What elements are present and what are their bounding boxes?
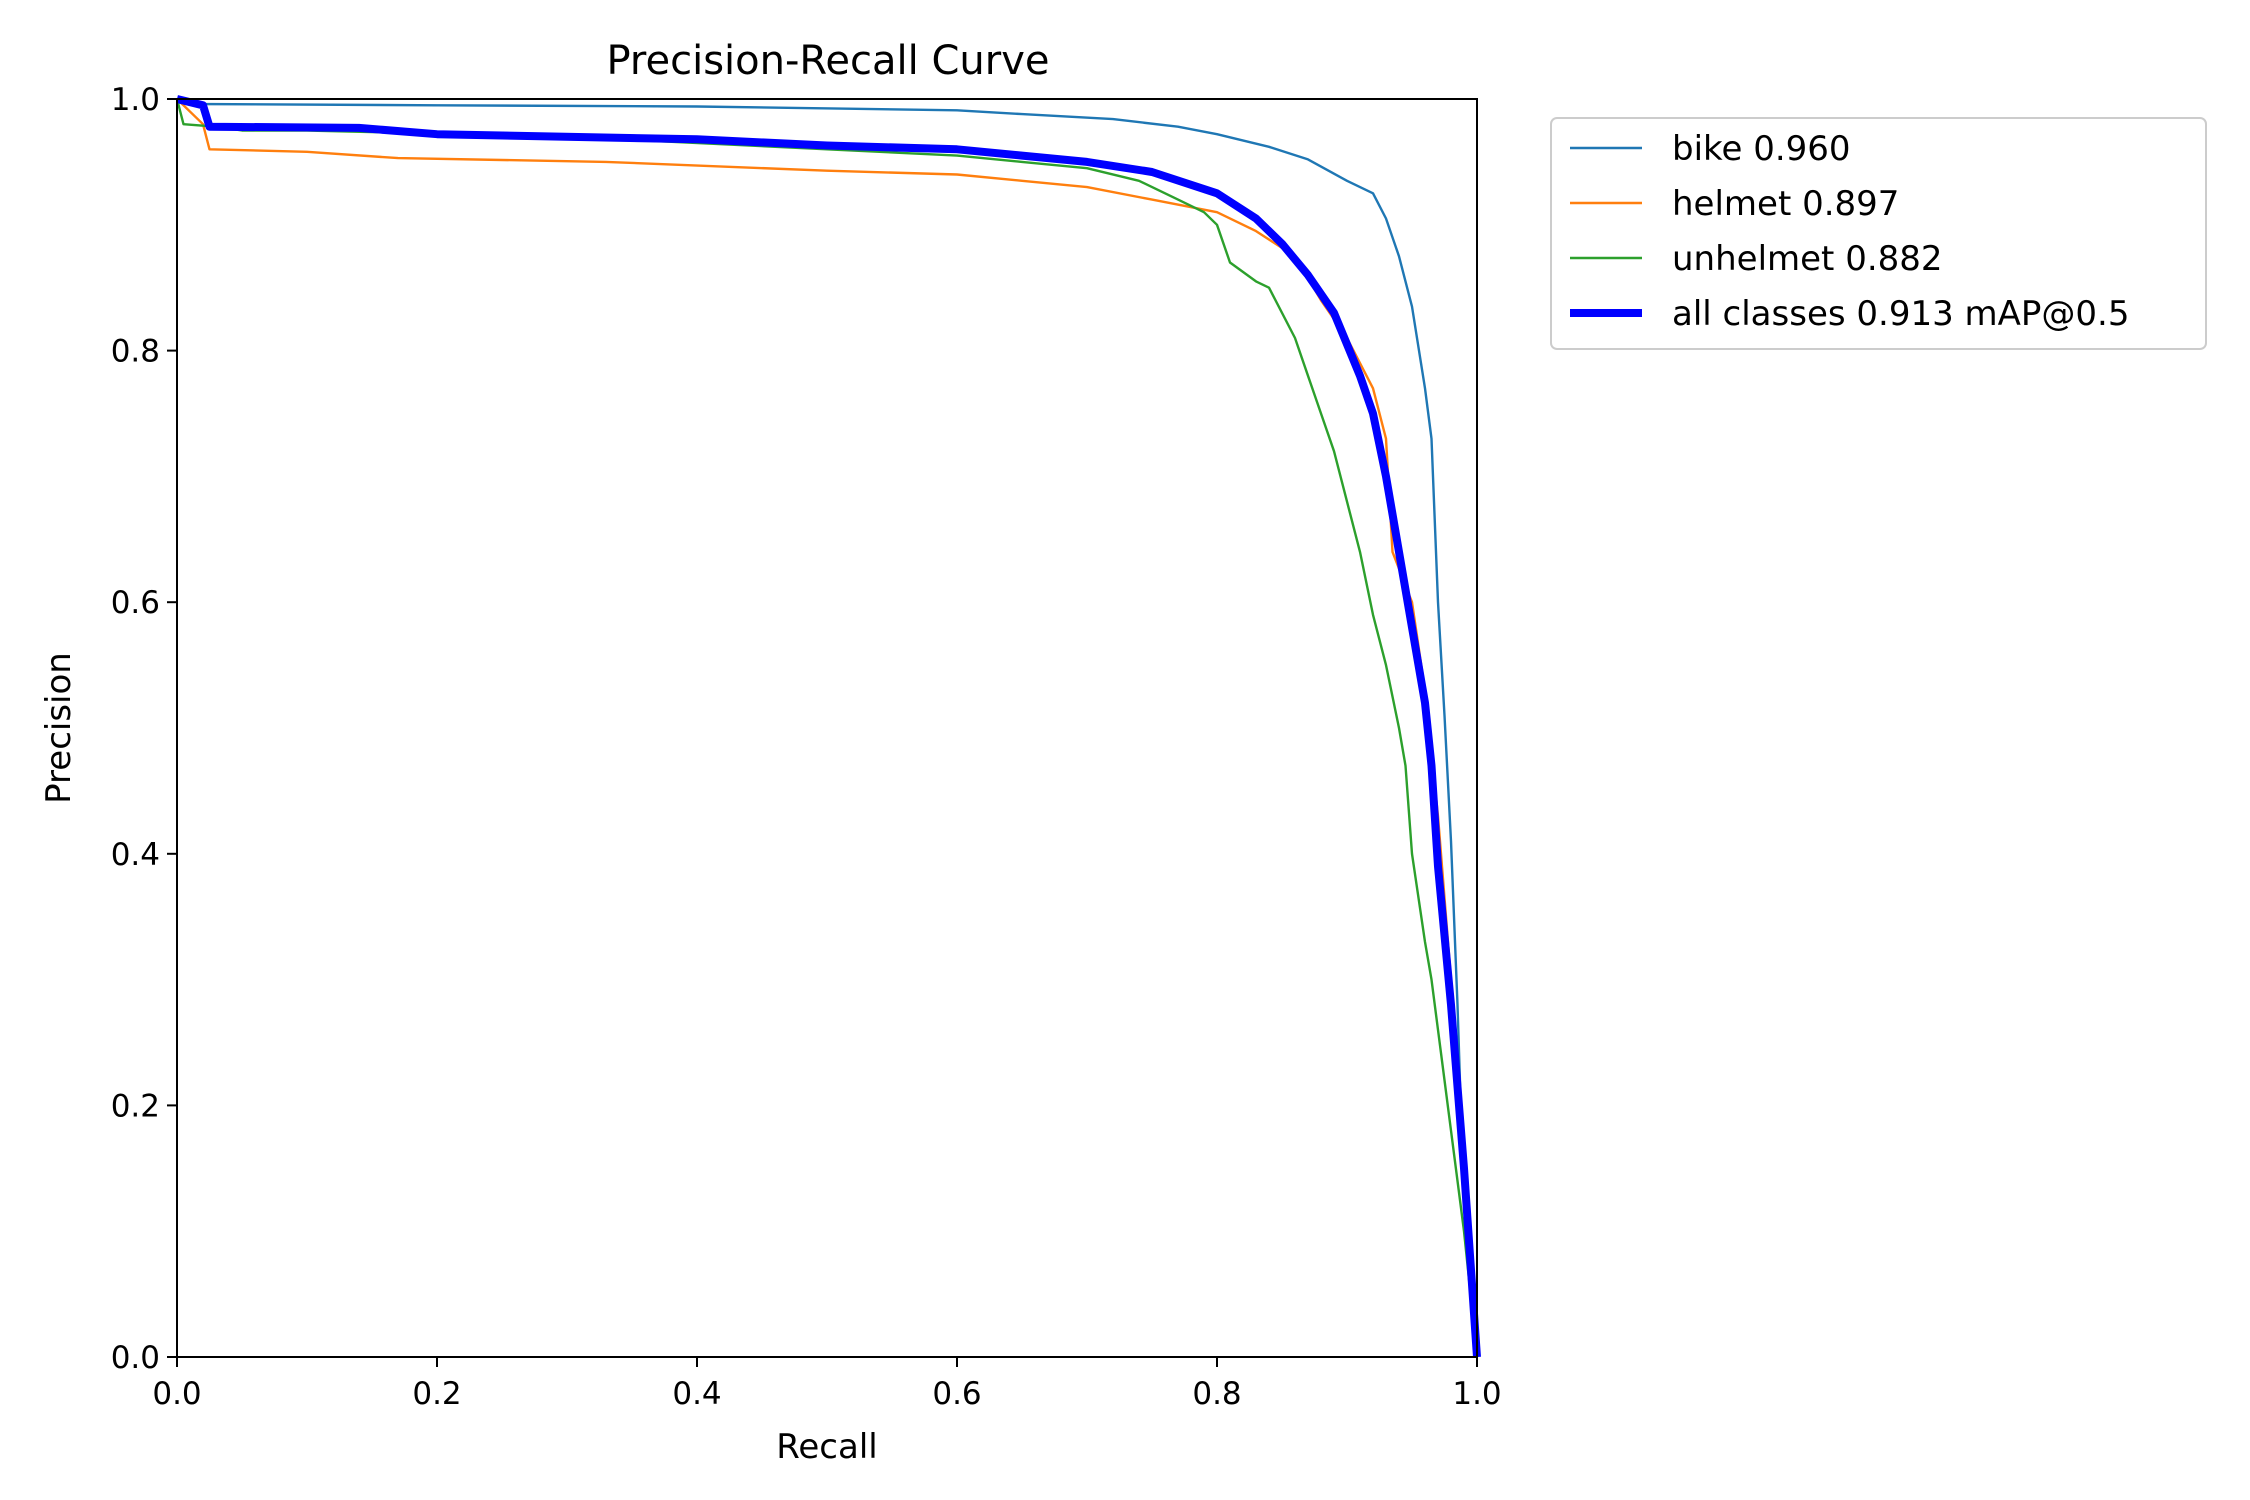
legend: bike 0.960 helmet 0.897 unhelmet 0.882 all …	[1550, 117, 2207, 350]
y-axis-ticks: 0.0 0.2 0.4 0.6 0.8 1.0	[111, 82, 177, 1376]
legend-entries: bike 0.960 helmet 0.897 unhelmet 0.882 all …	[1570, 129, 2129, 334]
legend-label-2: unhelmet 0.882	[1672, 239, 1943, 279]
y-tick-label: 0.8	[111, 334, 160, 370]
x-tick-label: 0.2	[412, 1376, 461, 1412]
x-tick-label: 0.6	[932, 1376, 981, 1412]
x-tick-label: 0.4	[672, 1376, 721, 1412]
legend-label-0: bike 0.960	[1672, 129, 1851, 169]
series-layer	[175, 95, 1481, 1358]
plot-area	[175, 95, 1481, 1358]
y-tick-label: 0.4	[111, 837, 160, 873]
x-axis-label: Recall	[776, 1427, 877, 1467]
series-line-0	[176, 97, 1479, 1358]
y-tick-label: 1.0	[111, 82, 160, 118]
legend-box	[1550, 117, 2207, 350]
series-line-2	[175, 98, 1479, 1358]
chart-title: Precision-Recall Curve	[607, 38, 1050, 84]
y-axis-label: Precision	[39, 652, 79, 804]
series-line-1	[176, 98, 1479, 1358]
y-tick-label: 0.0	[111, 1340, 160, 1376]
series-line-3	[176, 95, 1481, 1358]
legend-label-3: all classes 0.913 mAP@0.5	[1672, 294, 2129, 334]
y-tick-label: 0.2	[111, 1088, 160, 1124]
x-tick-label: 0.8	[1192, 1376, 1241, 1412]
x-tick-label: 0.0	[152, 1376, 201, 1412]
y-tick-label: 0.6	[111, 585, 160, 621]
plot-frame	[176, 98, 1478, 1358]
x-axis-ticks: 0.0 0.2 0.4 0.6 0.8 1.0	[152, 1357, 1502, 1412]
x-tick-label: 1.0	[1452, 1376, 1501, 1412]
legend-label-1: helmet 0.897	[1672, 184, 1899, 224]
